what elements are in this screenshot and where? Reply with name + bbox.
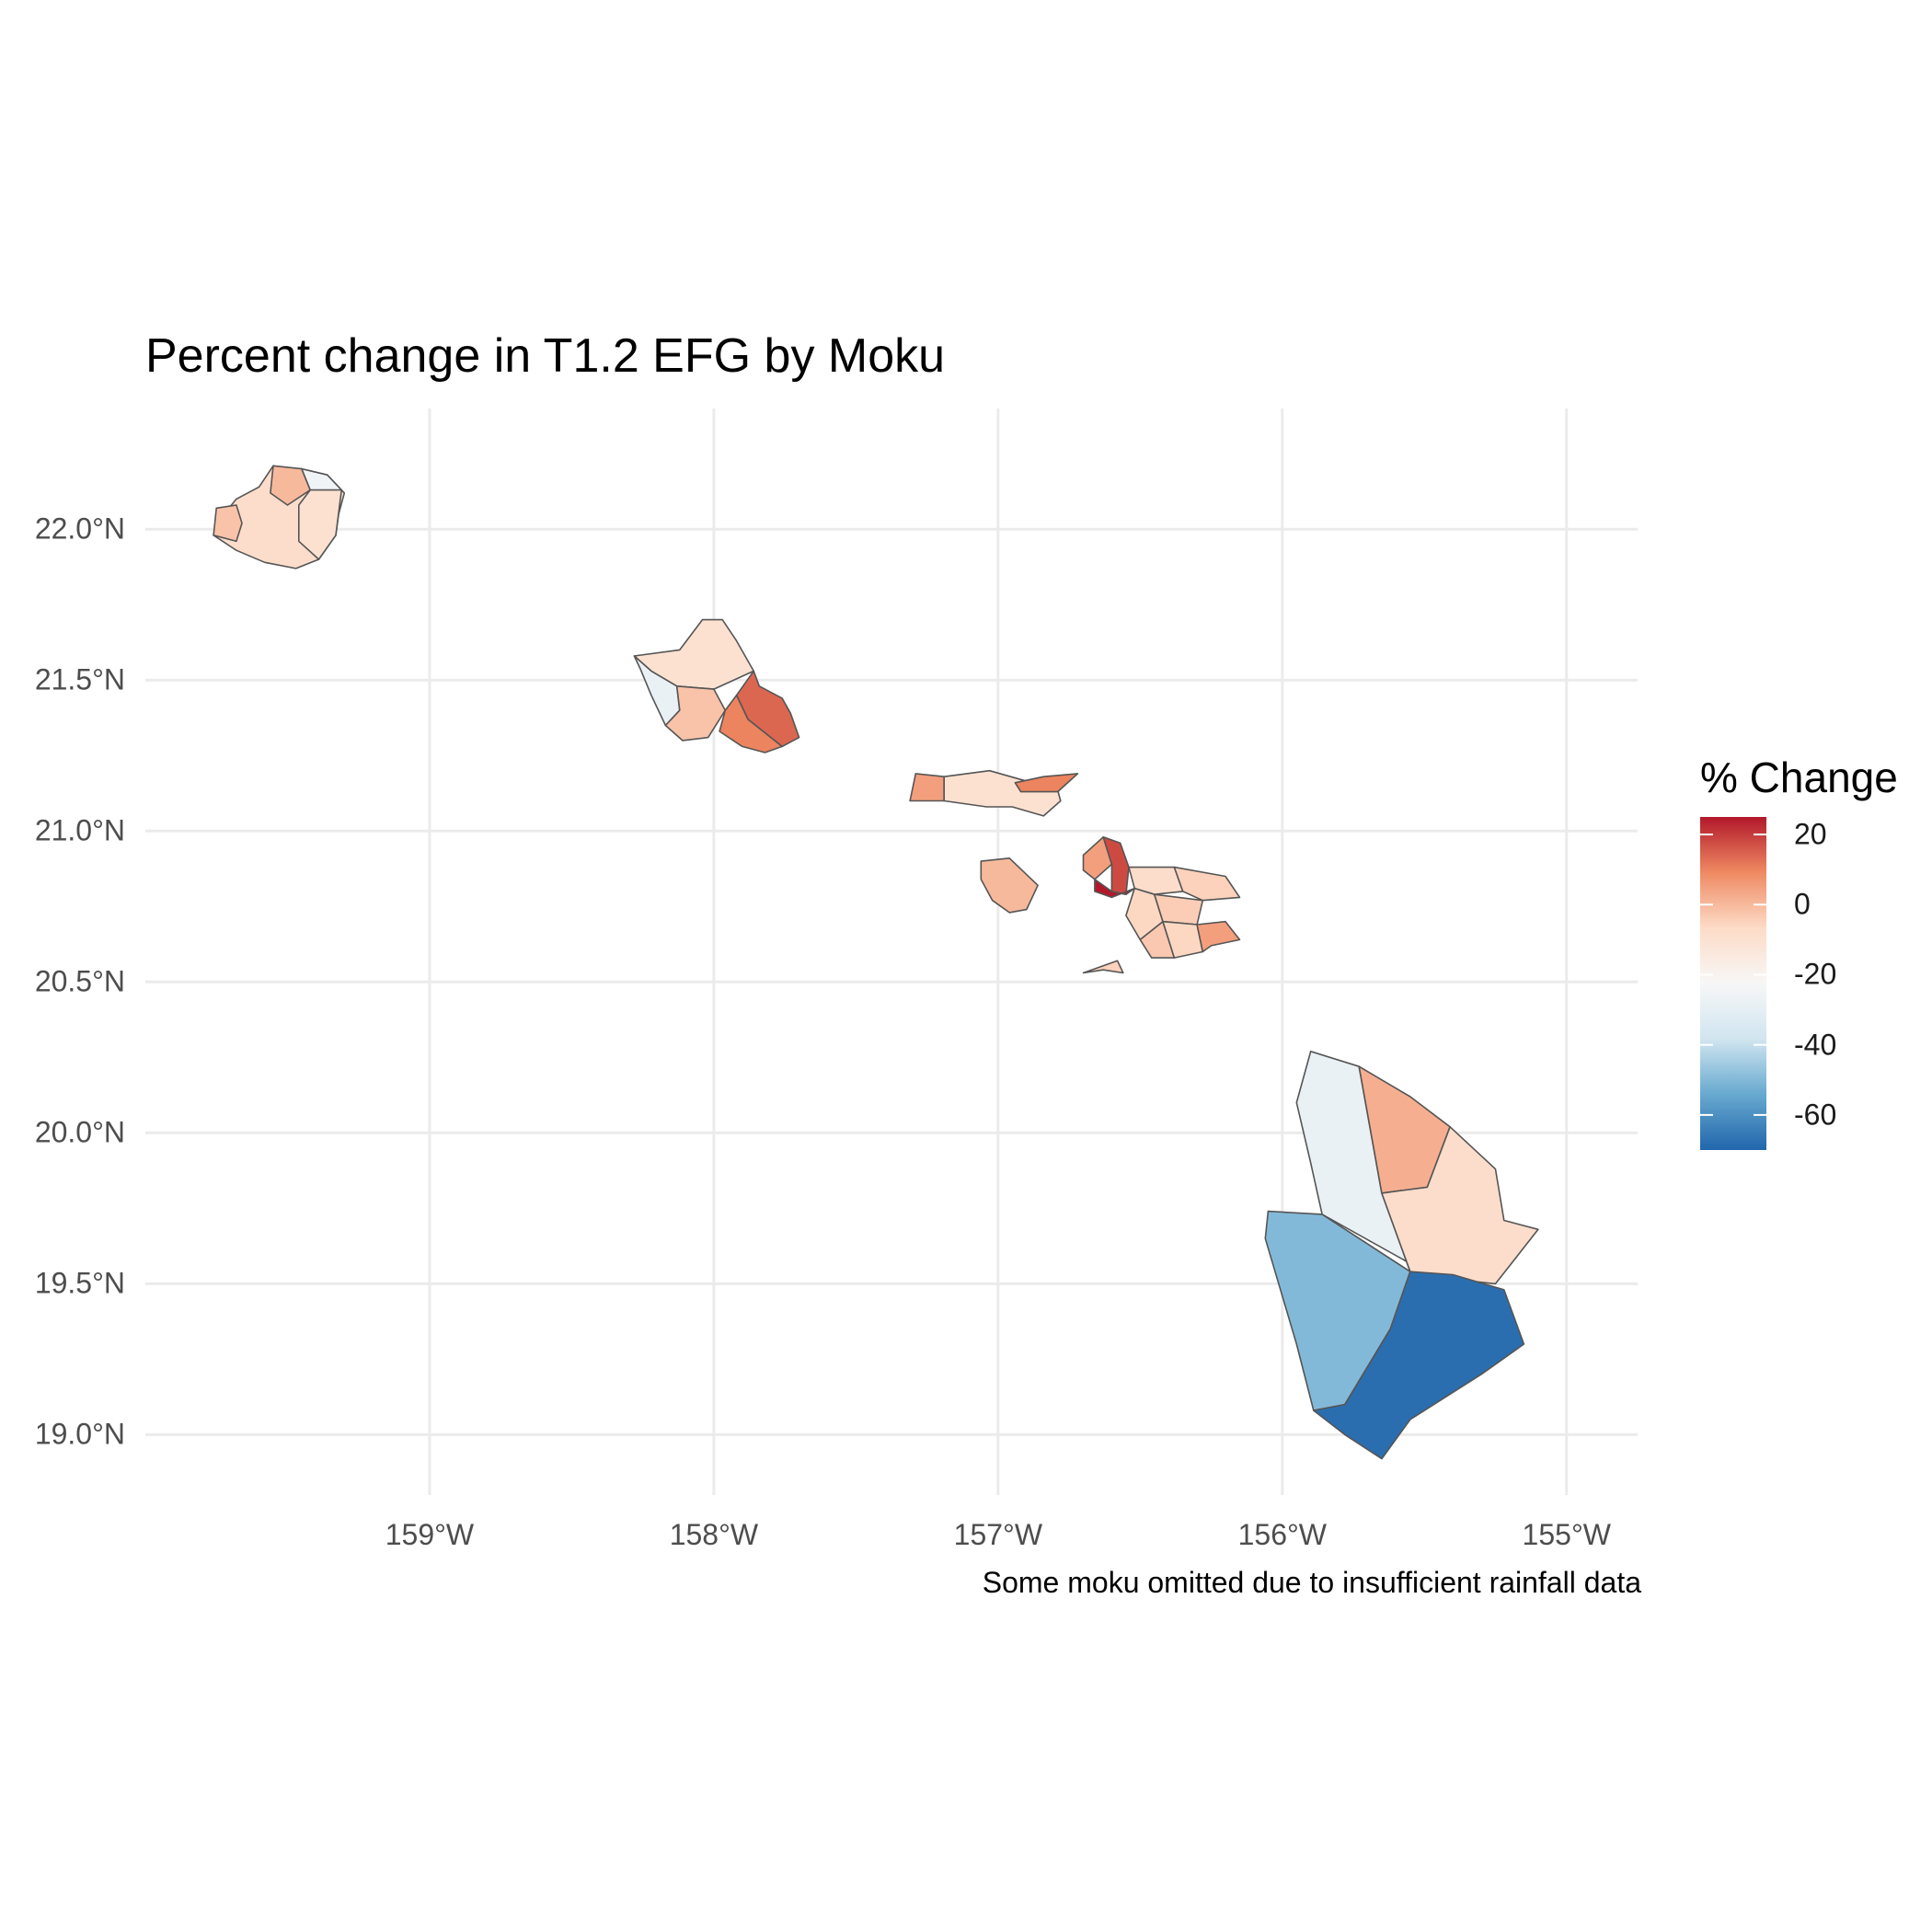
y-tick-label: 22.0°N (34, 512, 125, 546)
moku-region-maui-18 (1128, 866, 1184, 896)
moku-region-lanai-13 (980, 857, 1039, 914)
chart-caption: Some moku omitted due to insufficient ra… (982, 1566, 1641, 1599)
chart-title: Percent change in T1.2 EFG by Moku (145, 329, 946, 383)
legend-tick-label: 0 (1794, 887, 1811, 921)
moku-region-maui-20 (1173, 866, 1241, 902)
x-tick-label: 159°W (385, 1518, 475, 1551)
moku-region-molokai-10 (909, 773, 945, 802)
moku-region-kauai-1 (213, 504, 243, 543)
moku-region-oahu-7 (664, 684, 727, 742)
moku-region-oahu-9 (719, 694, 783, 753)
y-tick-label: 20.0°N (34, 1115, 125, 1149)
legend-tick-label: -40 (1794, 1028, 1837, 1062)
x-tick-label: 157°W (953, 1518, 1043, 1551)
moku-region-maui-24 (1196, 920, 1241, 953)
x-tick-label: 156°W (1237, 1518, 1327, 1551)
y-tick-label: 20.5°N (34, 964, 125, 998)
moku-region-molokai-11 (943, 769, 1062, 817)
legend-tick-label: -20 (1794, 957, 1837, 991)
moku-region-maui-15 (1082, 835, 1113, 880)
y-tick-label: 19.0°N (34, 1417, 125, 1451)
legend-title: % Change (1700, 753, 1898, 801)
moku-region-kahoolawe-14 (1082, 960, 1124, 974)
y-tick-label: 19.5°N (34, 1266, 125, 1300)
moku-regions (213, 465, 1539, 1460)
x-tick-label: 155°W (1522, 1518, 1611, 1551)
x-tick-label: 158°W (669, 1518, 759, 1551)
y-tick-label: 21.5°N (34, 662, 125, 696)
legend-tick-label: -60 (1794, 1098, 1837, 1132)
moku-region-maui-21 (1154, 893, 1204, 926)
legend-ticks (1700, 834, 1766, 1116)
moku-region-hawaii-29 (1313, 1271, 1525, 1460)
legend-colorbar (1700, 817, 1766, 1150)
y-tick-label: 21.0°N (34, 813, 125, 847)
legend-tick-label: 20 (1794, 817, 1827, 851)
moku-region-kauai-4 (297, 489, 343, 560)
moku-region-kauai-2 (270, 465, 312, 506)
moku-region-molokai-12 (1014, 773, 1079, 793)
